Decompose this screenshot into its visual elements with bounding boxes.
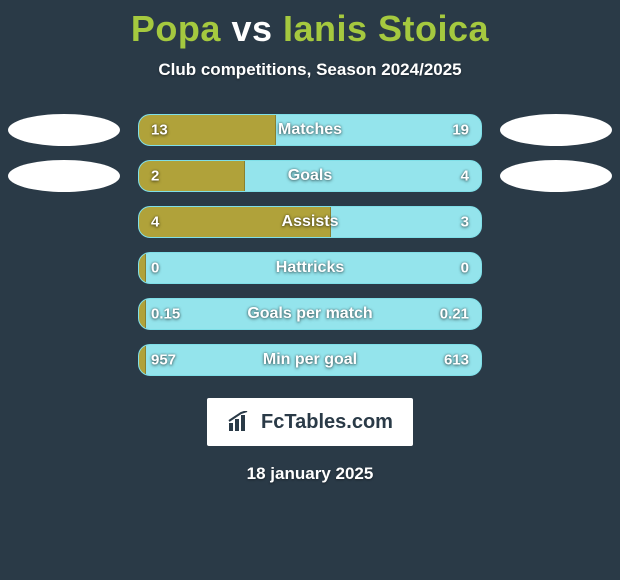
stat-value-right: 613	[444, 352, 469, 369]
stat-value-right: 3	[461, 214, 469, 231]
stat-row-min-per-goal: 957 Min per goal 613	[0, 344, 620, 376]
stat-bar: 0.15 Goals per match 0.21	[138, 298, 482, 330]
stat-bar: 4 Assists 3	[138, 206, 482, 238]
stat-value-right: 4	[461, 168, 469, 185]
left-oval	[8, 160, 120, 192]
bar-fill	[139, 299, 146, 329]
stat-label: Hattricks	[276, 259, 344, 277]
stat-label: Goals	[288, 167, 332, 185]
stat-value-left: 4	[151, 214, 159, 231]
vs-text: vs	[231, 8, 272, 49]
bar-fill	[139, 253, 146, 283]
stat-value-right: 0	[461, 260, 469, 277]
comparison-title: Popa vs Ianis Stoica	[0, 8, 620, 50]
logo-text: FcTables.com	[261, 411, 393, 434]
left-oval	[8, 114, 120, 146]
stat-row-hattricks: 0 Hattricks 0	[0, 252, 620, 284]
stat-bar: 957 Min per goal 613	[138, 344, 482, 376]
stat-value-left: 0.15	[151, 306, 180, 323]
stat-label: Matches	[278, 121, 342, 139]
player-right-name: Ianis Stoica	[283, 8, 489, 49]
stat-value-left: 2	[151, 168, 159, 185]
stat-label: Goals per match	[247, 305, 372, 323]
player-left-name: Popa	[131, 8, 221, 49]
logo-badge[interactable]: FcTables.com	[207, 398, 413, 446]
subtitle: Club competitions, Season 2024/2025	[0, 60, 620, 80]
bar-fill	[139, 345, 146, 375]
right-oval	[500, 160, 612, 192]
stat-row-matches: 13 Matches 19	[0, 114, 620, 146]
stat-row-goals: 2 Goals 4	[0, 160, 620, 192]
stat-bar: 0 Hattricks 0	[138, 252, 482, 284]
date: 18 january 2025	[0, 464, 620, 484]
stat-value-left: 957	[151, 352, 176, 369]
stat-bar: 13 Matches 19	[138, 114, 482, 146]
stat-value-right: 0.21	[440, 306, 469, 323]
stat-label: Min per goal	[263, 351, 357, 369]
stat-bar: 2 Goals 4	[138, 160, 482, 192]
stat-rows: 13 Matches 19 2 Goals 4 4	[0, 114, 620, 376]
stat-value-left: 0	[151, 260, 159, 277]
stat-label: Assists	[282, 213, 339, 231]
stat-value-left: 13	[151, 122, 168, 139]
comparison-card: Popa vs Ianis Stoica Club competitions, …	[0, 0, 620, 580]
stat-row-assists: 4 Assists 3	[0, 206, 620, 238]
stat-value-right: 19	[452, 122, 469, 139]
stat-row-goals-per-match: 0.15 Goals per match 0.21	[0, 298, 620, 330]
chart-icon	[227, 411, 255, 433]
right-oval	[500, 114, 612, 146]
